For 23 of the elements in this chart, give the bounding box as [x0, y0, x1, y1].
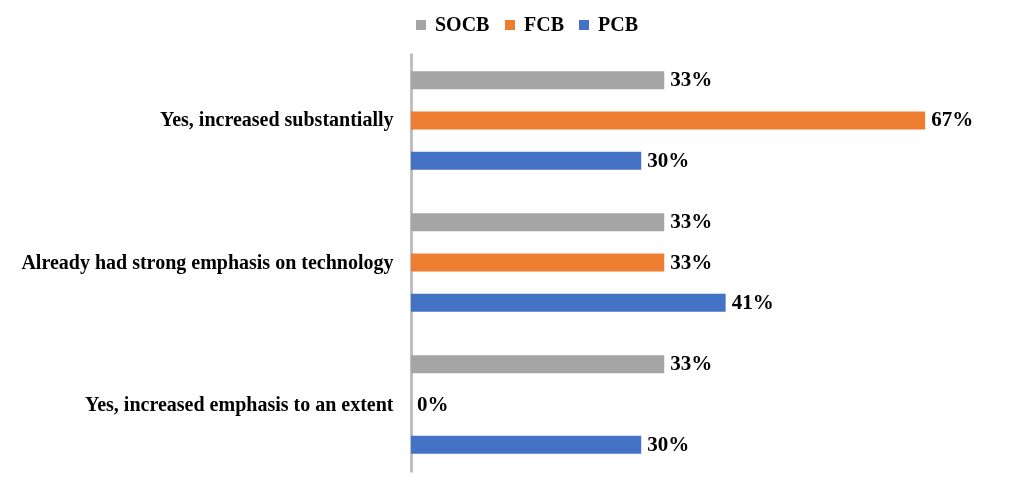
y-tick-label: Yes, increased emphasis to an extent [84, 392, 394, 416]
legend-label: SOCB [435, 13, 490, 35]
bar [411, 111, 926, 130]
bar [411, 151, 642, 170]
y-tick-label: Already had strong emphasis on technology [21, 250, 394, 274]
bar [411, 213, 665, 232]
legend-label: FCB [524, 13, 564, 35]
legend-label: PCB [598, 13, 638, 35]
data-label: 33% [670, 249, 713, 274]
bar [411, 253, 665, 272]
data-label: 67% [931, 107, 974, 132]
data-label: 30% [647, 431, 690, 456]
data-label: 30% [647, 147, 690, 172]
data-label: 33% [670, 209, 713, 234]
bar [411, 71, 665, 90]
y-tick-label: Yes, increased substantially [159, 108, 394, 132]
bar [411, 293, 726, 312]
data-label: 0% [417, 391, 449, 416]
data-label: 41% [731, 289, 774, 314]
data-label: 33% [670, 351, 713, 376]
bar [411, 435, 642, 454]
data-label: 33% [670, 67, 713, 92]
bar [411, 355, 665, 374]
